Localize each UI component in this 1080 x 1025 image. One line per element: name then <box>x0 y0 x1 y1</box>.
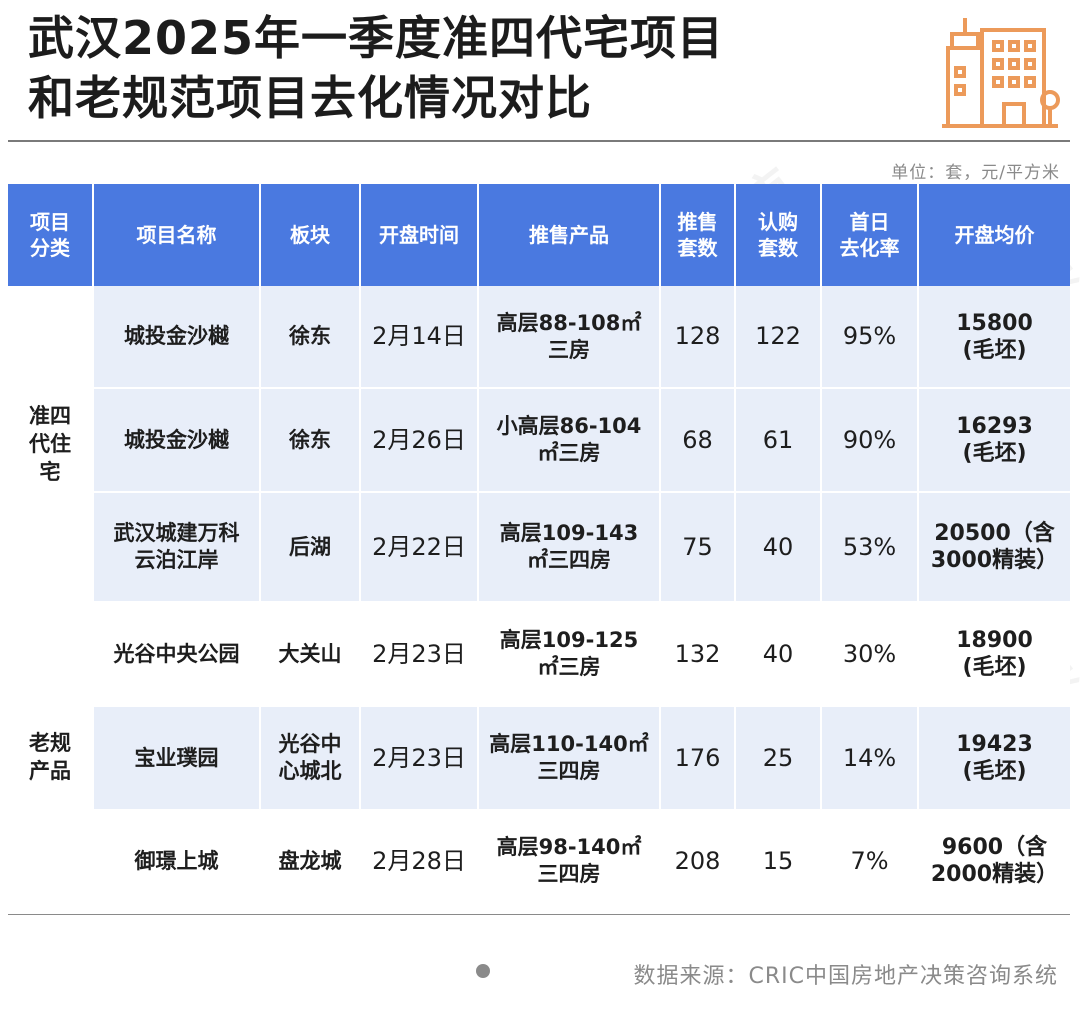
product-cell: 高层109-143 ㎡三四房 <box>478 492 661 603</box>
header-rate: 首日 去化率 <box>821 184 919 286</box>
area-cell: 徐东 <box>260 286 361 389</box>
data-source: 数据来源：CRIC中国房地产决策咨询系统 <box>633 964 1058 989</box>
header-price: 开盘均价 <box>918 184 1070 286</box>
product-cell: 小高层86-104 ㎡三房 <box>478 388 661 493</box>
date-cell: 2月28日 <box>360 810 479 913</box>
subscribed-cell: 122 <box>735 286 822 389</box>
units-cell: 176 <box>660 706 736 811</box>
price-cell: 18900 (毛坯) <box>918 602 1070 707</box>
table-header-row: 项目 分类 项目名称 板块 开盘时间 推售产品 推售 套数 认购 套数 首日 去化率 开… <box>8 184 1070 286</box>
header-product: 推售产品 <box>478 184 661 286</box>
rate-cell: 90% <box>821 388 919 493</box>
price-cell: 9600（含 2000精装） <box>918 810 1070 913</box>
units-cell: 68 <box>660 388 736 493</box>
date-cell: 2月22日 <box>360 492 479 603</box>
subscribed-cell: 61 <box>735 388 822 493</box>
price-cell: 15800 (毛坯) <box>918 286 1070 389</box>
date-cell: 2月23日 <box>360 706 479 811</box>
price-cell: 16293 (毛坯) <box>918 388 1070 493</box>
date-cell: 2月14日 <box>360 286 479 389</box>
project-name-cell: 御璟上城 <box>93 810 261 913</box>
subscribed-cell: 15 <box>735 810 822 913</box>
area-cell: 光谷中 心城北 <box>260 706 361 811</box>
title-line-1: 武汉2025年一季度准四代宅项目 <box>28 11 725 65</box>
rate-cell: 14% <box>821 706 919 811</box>
project-name-cell: 光谷中央公园 <box>93 602 261 707</box>
rate-cell: 7% <box>821 810 919 913</box>
category-cell: 准四 代住宅 <box>8 286 94 603</box>
header-project-name: 项目名称 <box>93 184 261 286</box>
price-cell: 19423 (毛坯) <box>918 706 1070 811</box>
header-units: 推售 套数 <box>660 184 736 286</box>
page-title: 武汉2025年一季度准四代宅项目 和老规范项目去化情况对比 <box>28 8 928 128</box>
title-divider <box>8 140 1070 142</box>
units-cell: 208 <box>660 810 736 913</box>
header-area: 板块 <box>260 184 361 286</box>
project-name-cell: 武汉城建万科 云泊江岸 <box>93 492 261 603</box>
unit-note: 单位：套，元/平方米 <box>891 163 1060 183</box>
header-category: 项目 分类 <box>8 184 94 286</box>
price-cell: 20500（含 3000精装） <box>918 492 1070 603</box>
header-open-date: 开盘时间 <box>360 184 479 286</box>
header-subscribed: 认购 套数 <box>735 184 822 286</box>
product-cell: 高层98-140㎡ 三四房 <box>478 810 661 913</box>
rate-cell: 53% <box>821 492 919 603</box>
subscribed-cell: 25 <box>735 706 822 811</box>
project-name-cell: 城投金沙樾 <box>93 286 261 389</box>
units-cell: 75 <box>660 492 736 603</box>
table-row: 老规 产品 光谷中央公园 大关山 2月23日 高层109-125 ㎡三房 132 4… <box>8 602 1070 913</box>
area-cell: 大关山 <box>260 602 361 707</box>
product-cell: 高层109-125 ㎡三房 <box>478 602 661 707</box>
table-row: 宝业璞园 光谷中 心城北 2月23日 高层110-140㎡ 三四房 176 25 1… <box>8 706 1070 811</box>
table-row: 武汉城建万科 云泊江岸 后湖 2月22日 高层109-143 ㎡三四房 75 40 … <box>8 492 1070 603</box>
product-cell: 高层88-108㎡ 三房 <box>478 286 661 389</box>
table-row: 准四 代住宅 城投金沙樾 徐东 2月14日 高层88-108㎡ 三房 128 122… <box>8 286 1070 603</box>
table-row: 城投金沙樾 徐东 2月26日 小高层86-104 ㎡三房 68 61 90% 16… <box>8 388 1070 493</box>
footer-divider <box>8 914 1070 915</box>
date-cell: 2月23日 <box>360 602 479 707</box>
units-cell: 132 <box>660 602 736 707</box>
rate-cell: 95% <box>821 286 919 389</box>
area-cell: 盘龙城 <box>260 810 361 913</box>
subscribed-cell: 40 <box>735 602 822 707</box>
area-cell: 徐东 <box>260 388 361 493</box>
project-name-cell: 宝业璞园 <box>93 706 261 811</box>
project-name-cell: 城投金沙樾 <box>93 388 261 493</box>
units-cell: 128 <box>660 286 736 389</box>
title-line-2: 和老规范项目去化情况对比 <box>28 71 592 125</box>
bullet-dot-icon <box>476 964 490 978</box>
comparison-table: 项目 分类 项目名称 板块 开盘时间 推售产品 推售 套数 认购 套数 首日 去化率 开… <box>8 184 1070 913</box>
category-cell: 老规 产品 <box>8 602 94 913</box>
table-row: 御璟上城 盘龙城 2月28日 高层98-140㎡ 三四房 208 15 7% 96… <box>8 810 1070 913</box>
rate-cell: 30% <box>821 602 919 707</box>
subscribed-cell: 40 <box>735 492 822 603</box>
product-cell: 高层110-140㎡ 三四房 <box>478 706 661 811</box>
date-cell: 2月26日 <box>360 388 479 493</box>
area-cell: 后湖 <box>260 492 361 603</box>
building-icon <box>942 18 1060 128</box>
